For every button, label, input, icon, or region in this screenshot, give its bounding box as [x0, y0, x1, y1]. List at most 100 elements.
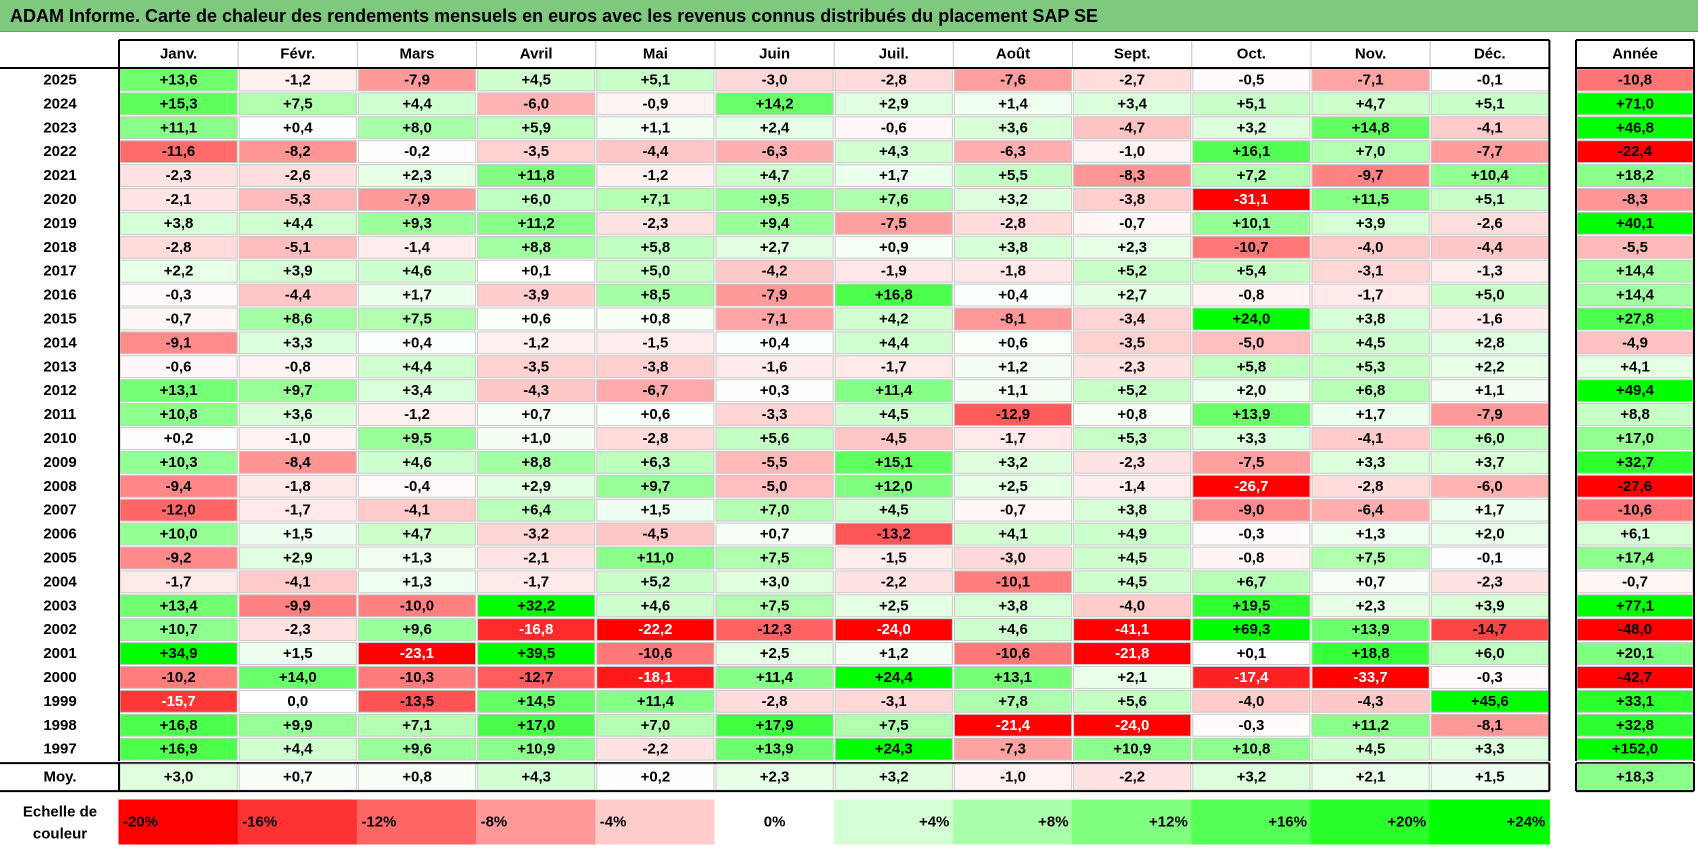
- heatmap-cell: [1311, 546, 1430, 570]
- heatmap-cell-value: +2,0: [1475, 526, 1505, 543]
- heatmap-cell: [834, 188, 953, 211]
- heatmap-cell: [834, 92, 953, 116]
- heatmap-cell-value: -10,7: [1234, 239, 1268, 256]
- heatmap-cell-value: -1,4: [404, 239, 431, 256]
- scale-label: couleur: [33, 826, 87, 843]
- row-year-label: 2004: [43, 573, 77, 590]
- heatmap-cell-value: +8,8: [521, 454, 551, 471]
- heatmap-cell-value: -0,4: [404, 478, 431, 495]
- heatmap-cell: [596, 379, 715, 403]
- heatmap-cell-value: +7,8: [998, 693, 1028, 710]
- heatmap-cell: [1073, 689, 1192, 713]
- heatmap-cell-value: +24,0: [1232, 310, 1270, 327]
- heatmap-cell-value: +9,5: [402, 430, 432, 447]
- heatmap-cell-value: -0,7: [1119, 215, 1145, 232]
- heatmap-cell-value: -0,7: [166, 310, 192, 327]
- heatmap-cell-value: +5,0: [641, 263, 671, 280]
- heatmap-cell-value: +5,9: [521, 119, 551, 136]
- heatmap-cell: [1073, 235, 1192, 259]
- row-year-label: 2005: [43, 549, 76, 566]
- heatmap-cell-value: -41,1: [1115, 621, 1149, 638]
- heatmap-cell-value: +15,3: [160, 95, 198, 112]
- heatmap-cell-value: +13,9: [1232, 406, 1270, 423]
- heatmap-cell: [1192, 666, 1311, 689]
- month-header-label: Sept.: [1114, 46, 1151, 63]
- average-cell: [596, 763, 715, 791]
- heatmap-cell-value: -0,6: [166, 358, 192, 375]
- heatmap-cell-value: -1,2: [523, 334, 549, 351]
- heatmap-cell: [1311, 211, 1430, 235]
- heatmap-cell-value: +1,0: [521, 430, 551, 447]
- heatmap-cell-value: +45,6: [1471, 693, 1509, 710]
- heatmap-cell-value: +4,4: [283, 215, 313, 232]
- heatmap-cell-value: +9,6: [402, 741, 432, 758]
- heatmap-cell-value: +9,4: [760, 215, 790, 232]
- heatmap-cell: [1311, 92, 1430, 116]
- average-cell-value: +0,2: [641, 769, 671, 786]
- heatmap-cell: [715, 259, 834, 283]
- average-cell-value: +3,0: [164, 769, 194, 786]
- heatmap-cell-value: -5,0: [1238, 334, 1264, 351]
- heatmap-cell-value: -5,0: [762, 478, 788, 495]
- month-header-label: Mai: [643, 46, 668, 63]
- heatmap-cell: [1430, 666, 1549, 689]
- heatmap-cell-value: -1,7: [166, 573, 192, 590]
- heatmap-cell: [715, 283, 834, 307]
- heatmap-cell-value: +13,9: [756, 741, 794, 758]
- average-cell: [477, 763, 596, 791]
- heatmap-cell-value: +2,3: [1117, 239, 1147, 256]
- heatmap-cell-value: +12,0: [875, 478, 913, 495]
- heatmap-cell-value: -7,5: [881, 215, 907, 232]
- heatmap-cell-value: +13,1: [160, 382, 198, 399]
- heatmap-cell: [477, 474, 596, 498]
- heatmap-cell: [238, 427, 357, 450]
- heatmap-cell: [1073, 331, 1192, 355]
- heatmap-cell-value: +4,5: [1117, 549, 1147, 566]
- heatmap-cell-value: -7,3: [1000, 741, 1026, 758]
- heatmap-cell: [1311, 642, 1430, 665]
- heatmap-cell: [715, 188, 834, 211]
- heatmap-cell-value: +4,9: [1117, 526, 1147, 543]
- heatmap-cell: [357, 570, 477, 594]
- heatmap-cell: [596, 450, 715, 474]
- heatmap-cell-value: +1,7: [402, 287, 432, 304]
- heatmap-cell: [596, 188, 715, 211]
- heatmap-cell: [1073, 570, 1192, 594]
- heatmap-cell-value: -4,1: [404, 502, 430, 519]
- heatmap-cell-value: -4,7: [1119, 119, 1145, 136]
- heatmap-cell-value: -3,0: [1000, 549, 1026, 566]
- heatmap-cell-value: -6,3: [762, 143, 788, 160]
- heatmap-cell-value: +2,1: [1117, 669, 1147, 686]
- year-total-value: -0,7: [1622, 573, 1648, 590]
- heatmap-cell-value: +4,5: [1356, 741, 1386, 758]
- heatmap-cell-value: +2,7: [760, 239, 790, 256]
- heatmap-cell: [1192, 188, 1311, 211]
- heatmap-cell: [1192, 403, 1311, 427]
- heatmap-cell: [1430, 331, 1549, 355]
- average-cell-value: +0,8: [402, 769, 432, 786]
- heatmap-cell: [477, 498, 596, 522]
- heatmap-cell-value: -0,6: [881, 119, 907, 136]
- heatmap-cell-value: -6,3: [1000, 143, 1026, 160]
- heatmap-cell-value: +0,7: [1356, 573, 1386, 590]
- heatmap-cell-value: +1,7: [1475, 502, 1505, 519]
- heatmap-cell: [953, 92, 1073, 116]
- heatmap-cell-value: -0,3: [1238, 717, 1264, 734]
- heatmap-cell: [953, 379, 1073, 403]
- heatmap-cell: [1192, 164, 1311, 188]
- heatmap-cell-value: -4,4: [285, 287, 312, 304]
- heatmap-cell-value: -2,8: [1358, 478, 1384, 495]
- heatmap-cell-value: -1,7: [1358, 287, 1384, 304]
- year-total-value: +152,0: [1612, 741, 1658, 758]
- heatmap-cell: [953, 188, 1073, 211]
- heatmap-cell: [953, 737, 1073, 761]
- year-total-value: +71,0: [1616, 95, 1654, 112]
- heatmap-cell-value: -8,4: [285, 454, 312, 471]
- heatmap-cell-value: -1,0: [1119, 143, 1145, 160]
- heatmap-cell-value: -2,1: [523, 549, 549, 566]
- heatmap-cell: [596, 713, 715, 737]
- heatmap-cell: [1430, 546, 1549, 570]
- heatmap-cell: [596, 307, 715, 331]
- year-total-value: +17,0: [1616, 430, 1654, 447]
- heatmap-cell: [596, 140, 715, 164]
